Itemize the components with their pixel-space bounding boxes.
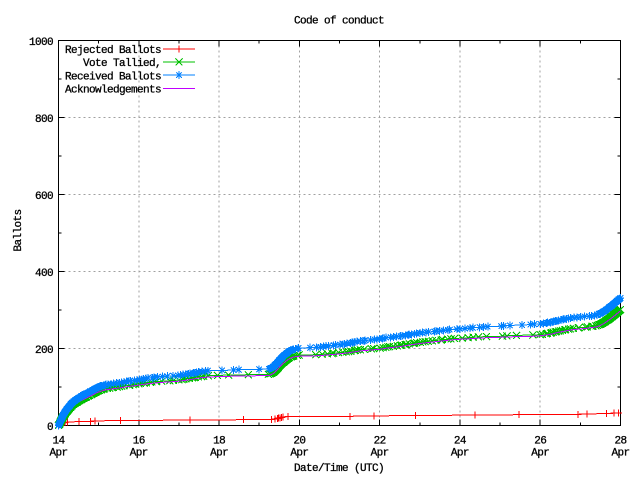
svg-text:0: 0 [47,422,53,434]
svg-text:22: 22 [374,436,386,448]
svg-text:18: 18 [213,436,225,448]
svg-text:Received Ballots: Received Ballots [65,71,161,83]
svg-text:Apr: Apr [371,448,389,460]
svg-text:26: 26 [534,436,546,448]
svg-text:Apr: Apr [531,448,549,460]
svg-text:Apr: Apr [49,448,67,460]
svg-text:800: 800 [35,114,53,126]
svg-text:Apr: Apr [290,448,308,460]
svg-text:28: 28 [614,436,626,448]
svg-text:1000: 1000 [29,37,53,49]
svg-text:24: 24 [454,436,467,448]
svg-text:Date/Time (UTC): Date/Time (UTC) [294,463,384,475]
svg-text:Apr: Apr [130,448,148,460]
svg-text:Acknowledgements: Acknowledgements [65,85,161,97]
svg-text:400: 400 [35,268,53,280]
svg-text:16: 16 [133,436,145,448]
svg-text:600: 600 [35,191,53,203]
svg-text:14: 14 [52,436,65,448]
svg-text:Vote Tallied,: Vote Tallied, [83,58,161,70]
svg-text:200: 200 [35,345,53,357]
svg-text:Apr: Apr [210,448,228,460]
svg-text:Ballots: Ballots [13,209,25,251]
svg-text:Rejected Ballots: Rejected Ballots [65,45,161,57]
svg-text:Apr: Apr [611,448,629,460]
svg-text:20: 20 [293,436,305,448]
svg-text:Code of conduct: Code of conduct [294,16,384,28]
svg-text:Apr: Apr [451,448,469,460]
